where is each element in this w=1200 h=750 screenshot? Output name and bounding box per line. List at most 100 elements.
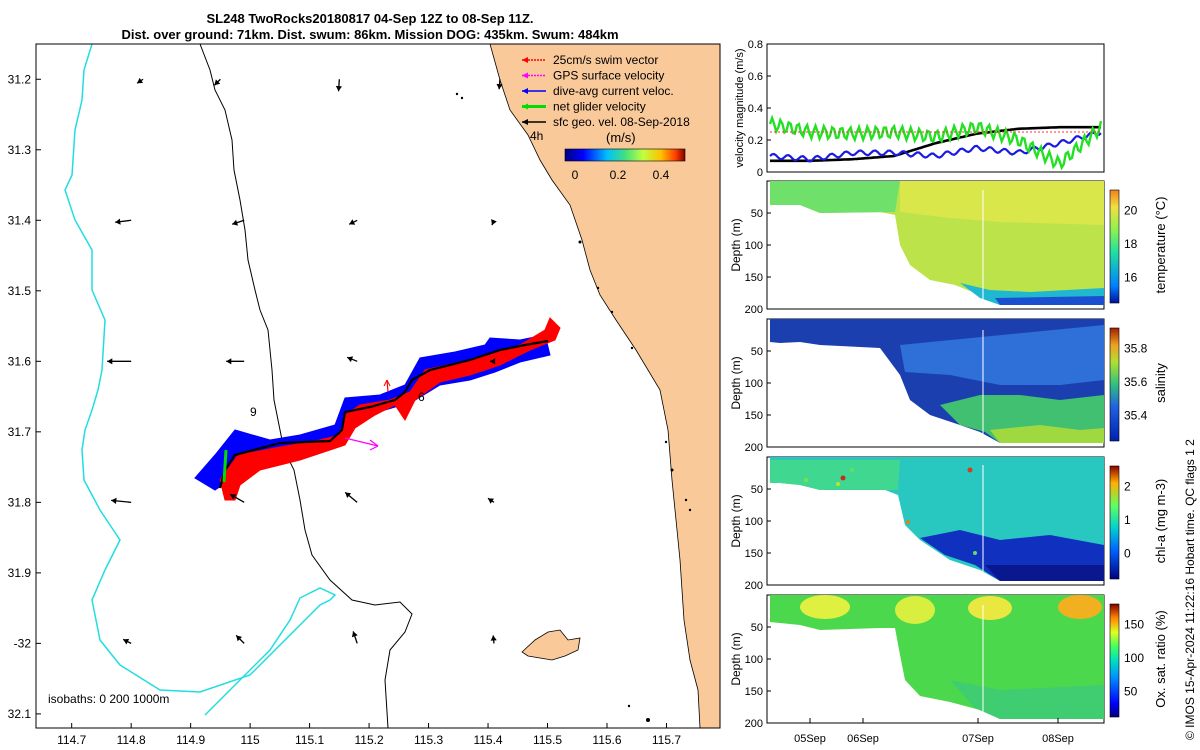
sfc-geo-vector-head	[123, 638, 130, 645]
section-cbar-tick-label: 16	[1124, 270, 1138, 284]
sfc-geo-vector-head	[496, 83, 503, 90]
section-y-tick-label: 150	[745, 548, 763, 560]
sfc-geo-vector-head	[489, 358, 496, 365]
time-tick-label: 05Sep	[794, 733, 826, 745]
map-y-tick-label: -32	[14, 636, 32, 650]
chla-section	[766, 456, 1120, 586]
map-x-axis: 114.7 114.8 114.9 115 115.1 115.2 115.3 115.4 11…	[57, 723, 681, 747]
map-x-tick-label: 115.1	[295, 733, 324, 747]
oxygen-field	[770, 595, 1104, 719]
sfc-geo-vector-head	[230, 494, 237, 500]
section-y-tick-label: 150	[745, 686, 763, 698]
sfc-geo-vector-head	[137, 77, 144, 84]
colorbar-tick-0: 0	[572, 168, 579, 182]
velocity-panel: 0 0.2 0.4 0.6 0.8 velocity magnitude (m/s)	[734, 39, 1105, 179]
map-y-axis: 31.2 31.3 31.4 31.5 31.6 31.7 31.8 31.9 -32 32.1	[8, 72, 41, 721]
sfc-geo-vector-head	[347, 356, 354, 363]
section-cbar-tick-label: 35.6	[1124, 375, 1148, 389]
velocity-series-line-0	[770, 125, 1101, 163]
chla-hotspots	[804, 467, 977, 555]
sfc-geo-vector-head	[226, 358, 232, 365]
velocity-ylabel: velocity magnitude (m/s)	[734, 48, 746, 167]
section-y-tick-label: 150	[745, 410, 763, 422]
section-cbar-tick-label: 35.4	[1124, 408, 1148, 422]
section-cbar-label: chl-a (mg m-3)	[1153, 479, 1168, 564]
map-legend: 25cm/s swim vector GPS surface velocitydi…	[522, 53, 690, 182]
imos-credit: © IMOS 15-Apr-2024 11:22:16 Hobart time.…	[1183, 439, 1197, 740]
velocity-series-line-2	[768, 114, 1103, 171]
sfc-geo-vector-head	[236, 635, 242, 642]
colorbar-tick-2: 0.4	[653, 168, 670, 182]
legend-arrowhead	[522, 57, 528, 63]
map-x-tick-label: 115.6	[592, 733, 621, 747]
salinity-colorbar	[1109, 327, 1120, 442]
section-y-tick-label: 50	[751, 346, 763, 358]
legend-label: sfc geo. vel. 08-Sep-2018	[553, 115, 690, 129]
temperature-near-surface-cool	[770, 181, 900, 213]
map-y-tick-label: 31.3	[8, 143, 32, 157]
legend-arrowhead	[522, 72, 528, 79]
section-cbar-tick-label: 35.8	[1124, 342, 1148, 356]
section-y-tick-label: 100	[745, 240, 763, 252]
velocity-series-line-1	[769, 131, 1102, 163]
section-y-tick-label: 100	[745, 516, 763, 528]
time-tick-label: 06Sep	[847, 733, 879, 745]
section-cbar-tick-label: 1	[1124, 513, 1131, 527]
sfc-geo-vector-head	[487, 498, 494, 504]
velocity-series	[768, 114, 1103, 171]
legend-label: net glider velocity	[553, 100, 646, 114]
swim-vector-marker	[383, 379, 391, 393]
section-y-tick-label: 200	[745, 580, 763, 592]
glider-track	[218, 339, 549, 489]
map-x-tick-label: 115.4	[473, 733, 502, 747]
isobath-200m	[199, 44, 413, 728]
section-ylabel: Depth (m)	[729, 356, 743, 409]
figure-title-line2: Dist. over ground: 71km. Dist. swum: 86k…	[121, 27, 619, 42]
oxygen-high-patch-2	[895, 596, 935, 624]
section-cbar-tick-label: 18	[1124, 237, 1138, 251]
map-colorbar	[564, 148, 686, 162]
section-cbar-label: salinity	[1153, 363, 1168, 403]
colorbar-tick-1: 0.2	[610, 168, 627, 182]
legend-label: dive-avg current veloc.	[553, 84, 674, 98]
time-tick-label: 08Sep	[1042, 733, 1074, 745]
time-tick-label: 07Sep	[962, 733, 994, 745]
legend-label: 25cm/s swim vector	[553, 53, 658, 67]
section-ylabel: Depth (m)	[729, 632, 743, 685]
temperature-section	[766, 180, 1120, 310]
section-y-tick-label: 50	[751, 622, 763, 634]
section-cbar-tick-label: 0	[1124, 546, 1131, 560]
sfc-geo-velocity-vectors	[107, 77, 503, 645]
section-y-tick-label: 200	[745, 718, 763, 730]
salinity-mid-water	[900, 325, 1104, 385]
oxygen-high-patch-1	[800, 595, 850, 619]
gps-surface-velocity-vector	[344, 437, 379, 451]
section-cbar-label: temperature (°C)	[1153, 197, 1168, 294]
oxygen-section	[766, 594, 1120, 724]
salinity-deep-patch	[990, 425, 1104, 443]
map-x-tick-label: 115.7	[652, 733, 681, 747]
sfc-geo-vector-head	[351, 631, 358, 638]
map-y-tick-label: 31.8	[8, 495, 32, 509]
sfc-geo-vector-head	[111, 497, 117, 504]
sfc-geo-vector-head	[491, 219, 497, 226]
map-x-tick-label: 115	[241, 733, 260, 747]
land-rottnest-island	[521, 629, 581, 661]
oxygen-high-patch-3	[968, 596, 1012, 620]
salinity-section	[766, 318, 1120, 448]
velocity-y-tick-label: 0.4	[748, 103, 763, 115]
oxygen-colorbar	[1109, 603, 1120, 718]
section-cbar-tick-label: 50	[1124, 684, 1138, 698]
velocity-y-tick-label: 0.6	[748, 71, 763, 83]
section-ylabel: Depth (m)	[729, 494, 743, 547]
isobaths-note: isobaths: 0 200 1000m	[48, 692, 169, 706]
map-x-tick-label: 115.3	[414, 733, 443, 747]
sfc-geo-vector-head	[490, 635, 497, 641]
velocity-y-axis: 0 0.2 0.4 0.6 0.8	[748, 39, 771, 179]
map-y-tick-label: 31.6	[8, 354, 32, 368]
sfc-geo-vector-head	[345, 492, 352, 499]
chla-colorbar	[1109, 465, 1120, 580]
section-cbar-tick-label: 100	[1124, 651, 1144, 665]
